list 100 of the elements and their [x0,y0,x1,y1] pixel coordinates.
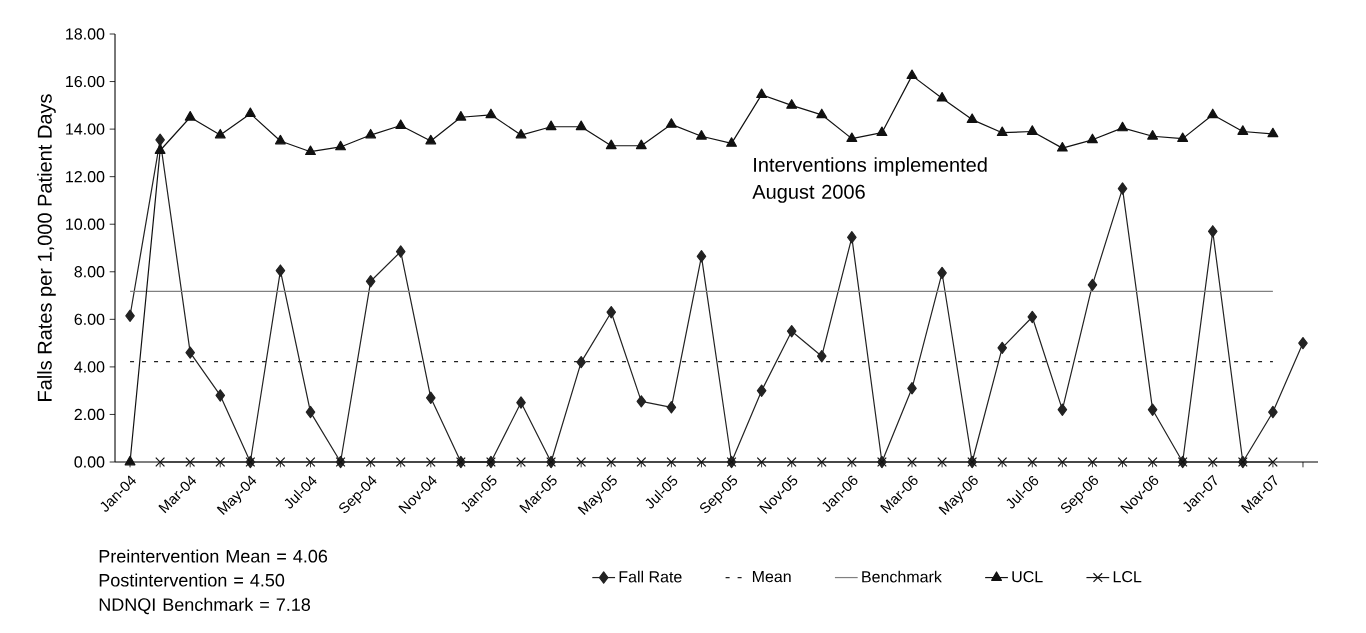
point [636,457,647,467]
point [1267,457,1278,467]
point [846,457,857,467]
legend-label: Benchmark [862,570,942,583]
point [816,457,827,467]
text: Preintervention Mean = 4.06 [99,549,328,563]
point [907,457,917,467]
point [425,391,436,405]
y-tick-label: 12.00 [66,171,105,183]
point [937,457,948,467]
point [1087,457,1098,467]
point [997,341,1008,355]
point [185,346,195,359]
point [576,457,587,467]
point [847,231,857,244]
y-axis-title: Falls Rates per 1,000 Patient Days [37,94,56,401]
point [515,128,527,139]
point [124,455,136,466]
y-tick-label: 4.00 [74,361,105,373]
point [937,266,947,280]
point [696,130,707,140]
point [666,457,677,467]
point [365,128,377,139]
point [1177,132,1189,143]
point [936,92,948,102]
point [275,264,286,277]
point [786,325,797,338]
point [365,457,376,467]
point [215,389,226,402]
point [636,395,647,408]
point [696,457,707,467]
point [155,457,166,467]
point [846,132,858,143]
legend-label: Mean [752,571,791,583]
point [1026,125,1038,135]
point [756,88,768,99]
point [215,457,226,467]
point [666,401,677,414]
point [395,457,406,467]
point [1057,457,1068,467]
point [395,245,406,258]
point [274,134,286,145]
point [425,457,436,467]
point [305,405,316,419]
point [125,309,135,322]
point [605,139,617,150]
point [335,140,347,151]
y-tick-label: 10.00 [66,218,105,230]
point [876,126,888,137]
point [1057,403,1068,416]
point [1027,310,1038,324]
y-tick-label: 6.00 [74,313,105,325]
point [756,457,767,467]
point [516,396,526,409]
legend-label: LCL [1113,570,1142,583]
point [726,137,737,147]
point [816,108,828,119]
y-tick-label: 18.00 [66,28,105,40]
point [966,113,978,123]
point [365,275,376,288]
point [1117,182,1128,195]
point [996,126,1008,137]
point [1117,457,1128,467]
text: NDNQI Benchmark = 7.18 [99,597,311,615]
point [997,457,1008,467]
point [545,120,557,131]
point [1207,457,1218,467]
point [1117,121,1128,132]
legend-label: UCL [1012,570,1043,583]
point [606,457,617,467]
point [1147,130,1159,140]
point [576,355,586,369]
point [1268,405,1278,419]
y-tick-label: 16.00 [66,75,105,88]
point [816,349,827,363]
point [425,134,437,145]
point [1147,457,1158,467]
annotation: Interventions implemented August 2006 [752,157,987,203]
point [1207,108,1219,119]
point [395,119,407,129]
point [786,457,797,467]
point [516,457,526,467]
y-tick-label: 8.00 [74,266,105,278]
y-tick-label: 2.00 [74,408,105,421]
point [155,133,165,147]
point [1298,336,1308,350]
point [244,107,256,118]
point [665,118,677,128]
point [1237,125,1249,135]
point [786,99,798,109]
point [214,128,226,139]
point [1087,278,1098,292]
point [1086,133,1098,144]
point [154,144,166,154]
point [185,457,196,467]
point [907,382,917,395]
point [1027,457,1038,467]
y-tick-label: 14.00 [66,123,105,135]
point [606,306,617,319]
point [756,384,767,397]
